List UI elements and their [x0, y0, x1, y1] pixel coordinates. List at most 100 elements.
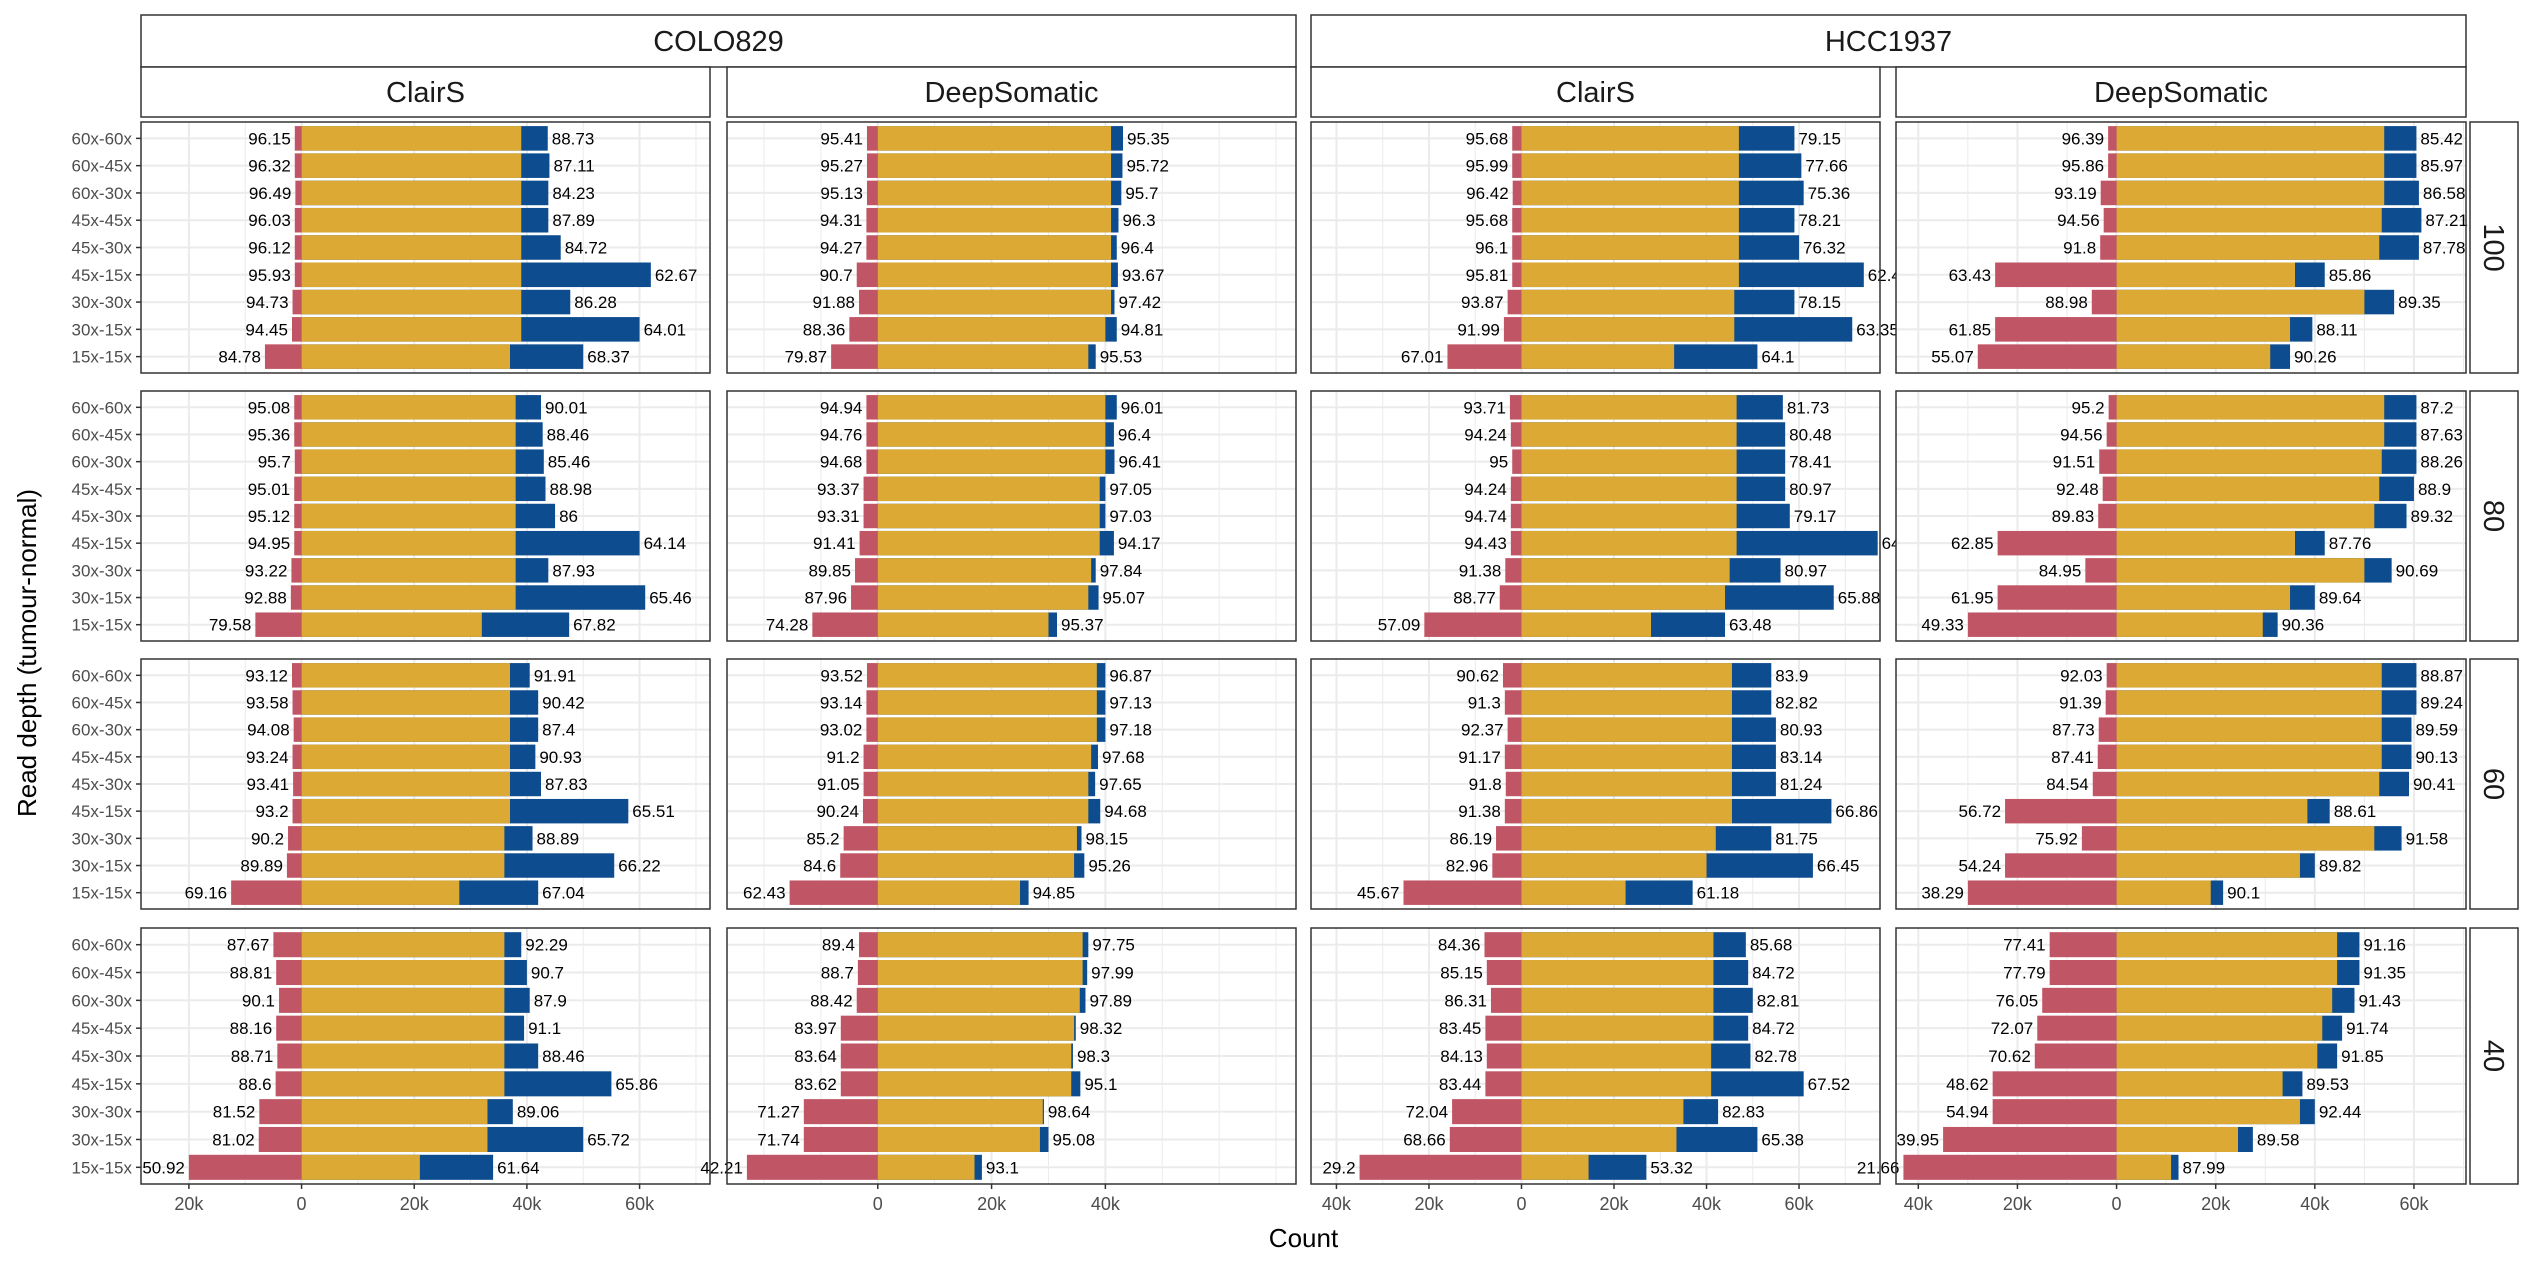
data-label-left: 84.95 [2039, 561, 2082, 580]
bar-middle [301, 558, 516, 583]
bar-left [859, 289, 878, 315]
data-label-left: 90.1 [242, 991, 275, 1010]
data-label-right: 86 [559, 507, 578, 526]
data-label-left: 91.8 [2063, 239, 2096, 258]
y-tick-label: 45x-45x [72, 211, 133, 230]
bar-middle [1521, 422, 1737, 447]
bar-left [803, 1126, 878, 1152]
data-label-left: 93.19 [2054, 184, 2097, 203]
bar-middle [301, 153, 522, 178]
data-label-right: 89.64 [2319, 589, 2362, 608]
bar-left [831, 344, 878, 369]
bar-left [2108, 395, 2117, 420]
bar-middle [2116, 262, 2295, 288]
data-label-right: 90.1 [2227, 884, 2260, 903]
data-label-right: 65.38 [1761, 1130, 1804, 1149]
bar-left [1977, 344, 2117, 369]
x-tick-label: 0 [1516, 1194, 1526, 1214]
data-label-left: 95.13 [820, 184, 863, 203]
data-label-left: 93.31 [817, 507, 860, 526]
bar-left [1503, 317, 1522, 342]
bar-middle [1521, 180, 1739, 206]
facet-strip-row [2469, 658, 2519, 910]
bar-middle [301, 585, 516, 610]
data-label-right: 84.72 [565, 239, 608, 258]
bar-middle [1521, 663, 1732, 688]
data-label-right: 82.83 [1722, 1103, 1765, 1122]
data-label-right: 87.21 [2425, 211, 2468, 230]
data-label-left: 93.58 [246, 693, 289, 712]
bar-middle [301, 690, 511, 715]
bar-middle [301, 853, 505, 878]
data-label-left: 75.92 [2035, 829, 2078, 848]
bar-left [1424, 612, 1522, 637]
y-tick-label: 45x-30x [72, 775, 133, 794]
data-label-left: 87.73 [2052, 721, 2095, 740]
data-label-left: 88.36 [803, 320, 846, 339]
data-label-right: 87.4 [542, 721, 575, 740]
bar-middle [2116, 1015, 2323, 1041]
bar-middle [301, 1126, 488, 1152]
bar-middle [1521, 612, 1652, 637]
bar-left [843, 826, 878, 851]
bar-left [276, 960, 302, 986]
data-label-left: 85.2 [807, 829, 840, 848]
data-label-left: 74.28 [766, 616, 809, 635]
data-label-left: 95.68 [1466, 211, 1509, 230]
y-tick-label: 30x-30x [72, 561, 133, 580]
bar-left [277, 1043, 302, 1069]
facet-strip-inner [1310, 66, 1881, 118]
data-label-right: 64.1 [1761, 348, 1794, 367]
bar-middle [1521, 960, 1714, 986]
data-label-right: 84.23 [552, 184, 595, 203]
x-tick-label: 0 [2112, 1194, 2122, 1214]
y-tick-label: 45x-45x [72, 480, 133, 499]
data-label-left: 95.08 [248, 398, 291, 417]
bar-middle [1521, 235, 1739, 260]
data-label-right: 95.07 [1103, 589, 1146, 608]
y-tick-label: 60x-45x [72, 425, 133, 444]
data-label-right: 98.32 [1080, 1019, 1123, 1038]
y-tick-label: 45x-45x [72, 1019, 133, 1038]
data-label-left: 88.7 [821, 964, 854, 983]
data-label-left: 93.14 [820, 693, 863, 712]
bar-middle [877, 344, 1089, 369]
bar-middle [2116, 690, 2382, 715]
data-label-left: 90.2 [251, 829, 284, 848]
bar-left [294, 207, 302, 233]
bar-left [2098, 717, 2117, 742]
data-label-right: 97.03 [1109, 507, 1152, 526]
facet-label-deepsomatic: DeepSomatic [2094, 77, 2268, 109]
y-tick-label: 60x-45x [72, 964, 133, 983]
bar-middle [301, 880, 460, 905]
data-label-left: 91.17 [1458, 748, 1501, 767]
data-label-right: 85.46 [548, 453, 591, 472]
bar-left [866, 690, 878, 715]
data-label-right: 88.98 [549, 480, 592, 499]
bar-middle [1521, 1015, 1714, 1041]
bar-middle [1521, 1126, 1677, 1152]
data-label-left: 94.45 [245, 320, 288, 339]
bar-left [2049, 932, 2117, 958]
bar-middle [877, 690, 1097, 715]
bar-middle [301, 344, 511, 369]
bar-left [2042, 987, 2117, 1013]
data-label-left: 93.2 [255, 802, 288, 821]
bar-middle [301, 235, 522, 260]
bar-left [1510, 530, 1522, 556]
data-label-right: 64.01 [644, 320, 687, 339]
data-label-left: 79.58 [209, 616, 252, 635]
bar-middle [1521, 126, 1739, 151]
data-label-left: 77.79 [2003, 964, 2046, 983]
x-tick-label: 40k [1091, 1194, 1121, 1214]
data-label-right: 94.17 [1118, 534, 1161, 553]
bar-left [1512, 262, 1522, 288]
data-label-left: 93.02 [820, 721, 863, 740]
data-label-right: 66.45 [1817, 857, 1860, 876]
bar-middle [301, 289, 522, 315]
bar-middle [1521, 932, 1714, 958]
data-label-right: 87.78 [2423, 239, 2466, 258]
bar-left [1502, 663, 1522, 688]
data-label-right: 80.93 [1780, 721, 1823, 740]
data-label-left: 68.66 [1403, 1130, 1446, 1149]
